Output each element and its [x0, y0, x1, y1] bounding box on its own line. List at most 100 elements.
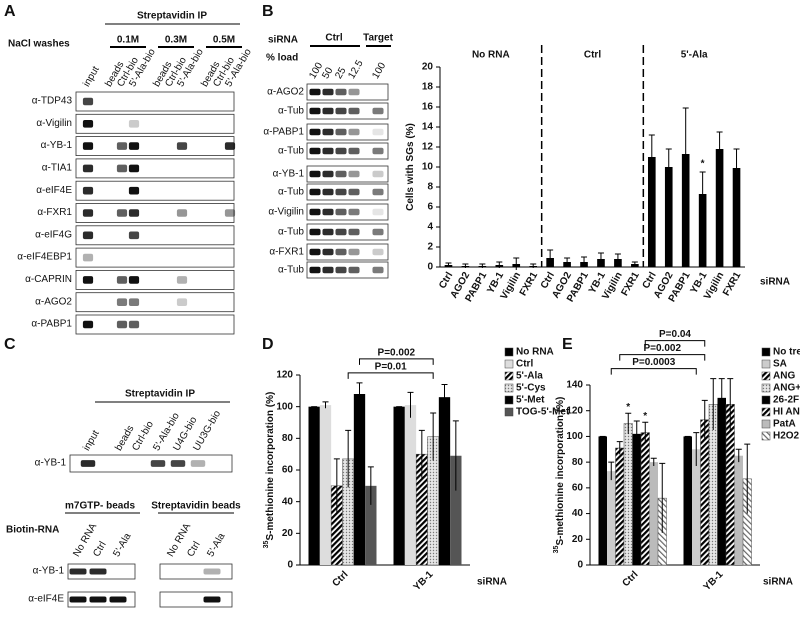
legend-swatch	[504, 407, 514, 417]
band	[335, 88, 347, 96]
y-axis-label-sup: 35	[553, 545, 560, 553]
legend-label: No RNA	[516, 347, 554, 358]
y-axis-label-text: S-methionine incorporation (%)	[555, 397, 566, 546]
y-tick-label: 8	[427, 182, 433, 193]
bracket	[610, 368, 697, 375]
band	[82, 320, 94, 329]
band	[128, 298, 140, 306]
band	[309, 128, 321, 136]
band	[372, 147, 384, 155]
row-label: α-Vigilin	[36, 118, 72, 129]
band	[128, 209, 140, 217]
blot-strip	[306, 83, 389, 101]
error-bar	[718, 378, 725, 418]
y-tick-label: 14	[422, 122, 434, 133]
band	[82, 253, 94, 262]
band	[176, 298, 188, 306]
band	[82, 186, 94, 195]
bar	[450, 455, 462, 565]
y-tick-label: 4	[427, 222, 433, 233]
band	[348, 228, 360, 236]
bar	[717, 397, 726, 565]
error-bar	[418, 429, 425, 478]
y-tick-label: 0	[427, 262, 433, 273]
lane-label: Ctrl	[185, 540, 202, 559]
error-bar	[462, 263, 469, 268]
band	[82, 164, 94, 173]
band	[309, 208, 321, 216]
band	[309, 107, 321, 115]
bar	[365, 485, 377, 565]
bar	[393, 406, 405, 565]
band	[372, 107, 384, 115]
error-bar	[441, 384, 448, 410]
band	[372, 128, 384, 136]
bar	[632, 433, 641, 565]
x-tick-label: YB-1	[412, 569, 436, 593]
x-tick-label: FXR1	[518, 270, 541, 298]
error-bar	[682, 107, 689, 200]
band	[203, 568, 221, 575]
error-bar	[608, 461, 615, 481]
y-tick-label: 80	[572, 457, 584, 468]
error-bar	[665, 148, 672, 185]
lane-label: input	[81, 428, 101, 452]
band	[109, 596, 127, 603]
row-label: α-PABP1	[31, 319, 72, 330]
band	[372, 248, 384, 256]
error-bar	[496, 261, 503, 268]
y-axis-label-sup: 35	[263, 540, 270, 548]
band	[335, 266, 347, 274]
blot-strip	[75, 225, 235, 246]
y-tick-label: 80	[282, 433, 294, 444]
error-bar	[479, 263, 486, 268]
band	[170, 460, 186, 467]
band	[335, 208, 347, 216]
x-axis-label: siRNA	[763, 577, 793, 588]
band	[82, 276, 94, 284]
band	[128, 120, 140, 128]
lane-label: 50	[320, 65, 335, 81]
group-label: Target	[363, 33, 393, 44]
band	[348, 128, 360, 136]
bar	[734, 455, 743, 565]
ip-title: Streptavidin IP	[137, 11, 207, 22]
blot-strip	[306, 261, 389, 279]
lane-label: 5'-Ala	[111, 531, 133, 559]
bar	[700, 419, 710, 566]
error-bar	[614, 253, 621, 264]
pulldown-label: m7GTP- beads	[65, 501, 135, 512]
legend-swatch	[761, 419, 771, 429]
legend-label: 5'-Ala	[516, 371, 543, 382]
legend-label: No treat	[773, 347, 800, 358]
band	[150, 460, 166, 467]
error-bar	[452, 420, 459, 491]
band	[335, 228, 347, 236]
panel-name: 5'-Ala	[681, 50, 708, 61]
band	[203, 596, 221, 603]
band	[309, 88, 321, 96]
row-label: α-YB-1	[273, 169, 305, 180]
error-bar	[727, 378, 734, 430]
bar	[615, 447, 625, 566]
band	[348, 248, 360, 256]
band	[335, 147, 347, 155]
band	[176, 142, 188, 150]
bar	[404, 405, 417, 565]
band	[176, 276, 188, 284]
band	[322, 147, 334, 155]
blot-strip	[75, 180, 235, 201]
y-tick-label: 20	[282, 528, 294, 539]
band	[322, 128, 334, 136]
error-bar	[631, 261, 638, 266]
panel-letter: E	[562, 336, 573, 353]
legend-label: PatA	[773, 419, 796, 430]
annotation: P=0.01	[375, 362, 407, 373]
legend-label: SA	[773, 359, 787, 370]
band	[190, 460, 206, 467]
legend-label: 26-2F	[773, 395, 799, 406]
band	[69, 568, 87, 575]
error-bar	[345, 429, 352, 488]
annotation: P=0.002	[378, 348, 416, 359]
